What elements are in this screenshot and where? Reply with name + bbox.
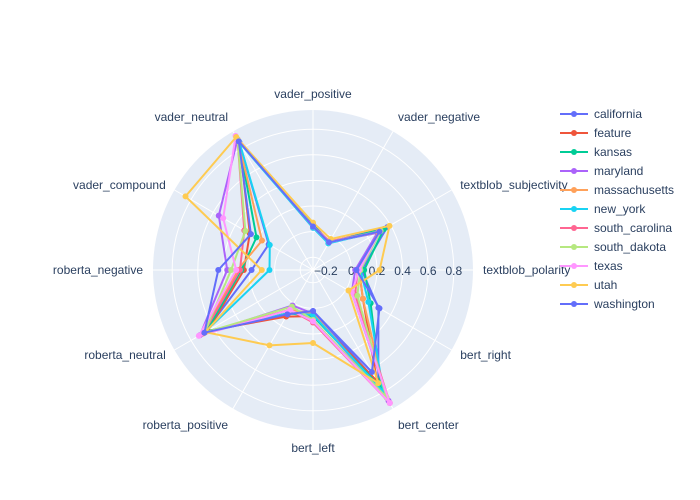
data-point xyxy=(353,267,360,273)
axis-label-vader-neutral: vader_neutral xyxy=(155,110,228,124)
angular-grid-line xyxy=(312,269,452,351)
data-point xyxy=(286,306,293,313)
legend-swatch-marker xyxy=(571,111,577,117)
legend-item-california[interactable]: california xyxy=(560,107,642,121)
data-point xyxy=(310,307,316,314)
series-layer xyxy=(182,132,393,407)
legend-swatch-marker xyxy=(571,149,577,155)
series-washington xyxy=(201,138,383,375)
data-point xyxy=(215,267,222,273)
legend-item-kansas[interactable]: kansas xyxy=(560,145,632,159)
legend-item-washington[interactable]: washington xyxy=(560,297,655,311)
data-point xyxy=(368,368,375,375)
legend-item-feature[interactable]: feature xyxy=(560,126,632,140)
legend-label: south_carolina xyxy=(594,221,672,235)
axis-label-roberta-positive: roberta_positive xyxy=(143,418,229,432)
data-point xyxy=(376,267,383,273)
axis-label-textblob-subjectivity: textblob_subjectivity xyxy=(460,178,567,192)
legend-label: new_york xyxy=(594,202,646,216)
legend-label: california xyxy=(594,107,642,121)
data-point xyxy=(310,318,316,325)
data-point xyxy=(215,212,222,219)
data-point xyxy=(253,234,260,241)
legend-item-massachusetts[interactable]: massachusetts xyxy=(560,183,674,197)
legend-item-south-dakota[interactable]: south_dakota xyxy=(560,240,666,254)
data-point xyxy=(259,237,266,244)
axis-label-vader-negative: vader_negative xyxy=(398,110,480,124)
legend-item-maryland[interactable]: maryland xyxy=(560,164,643,178)
data-point xyxy=(376,305,383,312)
data-point xyxy=(182,193,189,200)
legend-label: utah xyxy=(594,278,617,292)
data-point xyxy=(266,342,273,349)
radial-tick-label: 0 xyxy=(348,264,355,278)
data-point xyxy=(258,267,265,273)
angular-grid-line xyxy=(232,269,314,409)
axis-label-roberta-neutral: roberta_neutral xyxy=(84,348,165,362)
data-point xyxy=(310,339,316,346)
legend-item-utah[interactable]: utah xyxy=(560,278,617,292)
data-point xyxy=(228,267,235,273)
legend-label: south_dakota xyxy=(594,240,666,254)
data-point xyxy=(242,227,249,234)
axis-label-vader-positive: vader_positive xyxy=(274,87,352,101)
radial-tick-label: −0.2 xyxy=(314,264,338,278)
data-point xyxy=(386,222,393,229)
radial-tick-label: 0.4 xyxy=(394,264,411,278)
legend-label: washington xyxy=(593,297,655,311)
radial-tick-labels: −0.200.20.40.60.8 xyxy=(314,264,463,278)
radial-tick-label: 0.6 xyxy=(420,264,437,278)
data-point xyxy=(284,311,291,318)
axis-label-vader-compound: vader_compound xyxy=(73,178,166,192)
axis-label-bert-right: bert_right xyxy=(460,348,511,362)
legend-label: massachusetts xyxy=(594,183,674,197)
legend-label: feature xyxy=(594,126,632,140)
angular-axis-labels: textblob_polarity textblob_subjectivity va… xyxy=(53,87,570,455)
data-point xyxy=(201,329,208,336)
axis-label-roberta-negative: roberta_negative xyxy=(53,263,143,277)
data-point xyxy=(248,267,255,273)
legend-label: maryland xyxy=(594,164,643,178)
axis-label-bert-left: bert_left xyxy=(291,441,335,455)
legend-swatch-marker xyxy=(571,130,577,136)
data-point xyxy=(354,292,361,299)
data-point xyxy=(359,295,366,302)
legend-swatch-marker xyxy=(571,168,577,174)
radial-tick-label: 0.8 xyxy=(445,264,462,278)
legend[interactable]: california feature kansas maryland massachus… xyxy=(560,107,674,311)
legend-swatch-marker xyxy=(571,301,577,307)
data-point xyxy=(266,267,273,273)
data-point xyxy=(195,332,202,339)
legend-item-new-york[interactable]: new_york xyxy=(560,202,646,216)
angular-grid-line xyxy=(232,131,314,271)
data-point xyxy=(386,400,393,407)
legend-swatch-marker xyxy=(571,263,577,269)
data-point xyxy=(233,133,240,140)
data-point xyxy=(326,239,332,246)
legend-swatch-marker xyxy=(571,282,577,288)
data-point xyxy=(247,231,254,238)
legend-swatch-marker xyxy=(571,225,577,231)
legend-label: kansas xyxy=(594,145,632,159)
data-point xyxy=(310,223,316,230)
data-point xyxy=(220,215,227,222)
data-point xyxy=(375,380,382,387)
legend-item-south-carolina[interactable]: south_carolina xyxy=(560,221,672,235)
angular-grid-line xyxy=(312,131,394,271)
legend-swatch-marker xyxy=(571,244,577,250)
data-point xyxy=(233,267,240,273)
legend-item-texas[interactable]: texas xyxy=(560,259,623,273)
data-point xyxy=(266,242,273,249)
data-point xyxy=(235,138,242,145)
axis-label-bert-center: bert_center xyxy=(398,418,459,432)
legend-swatch-marker xyxy=(571,206,577,212)
data-point xyxy=(345,287,352,294)
legend-swatch-marker xyxy=(571,187,577,193)
data-point xyxy=(376,228,383,235)
legend-label: texas xyxy=(594,259,623,273)
axis-label-textblob-polarity: textblob_polarity xyxy=(483,263,570,277)
data-point xyxy=(365,299,372,305)
